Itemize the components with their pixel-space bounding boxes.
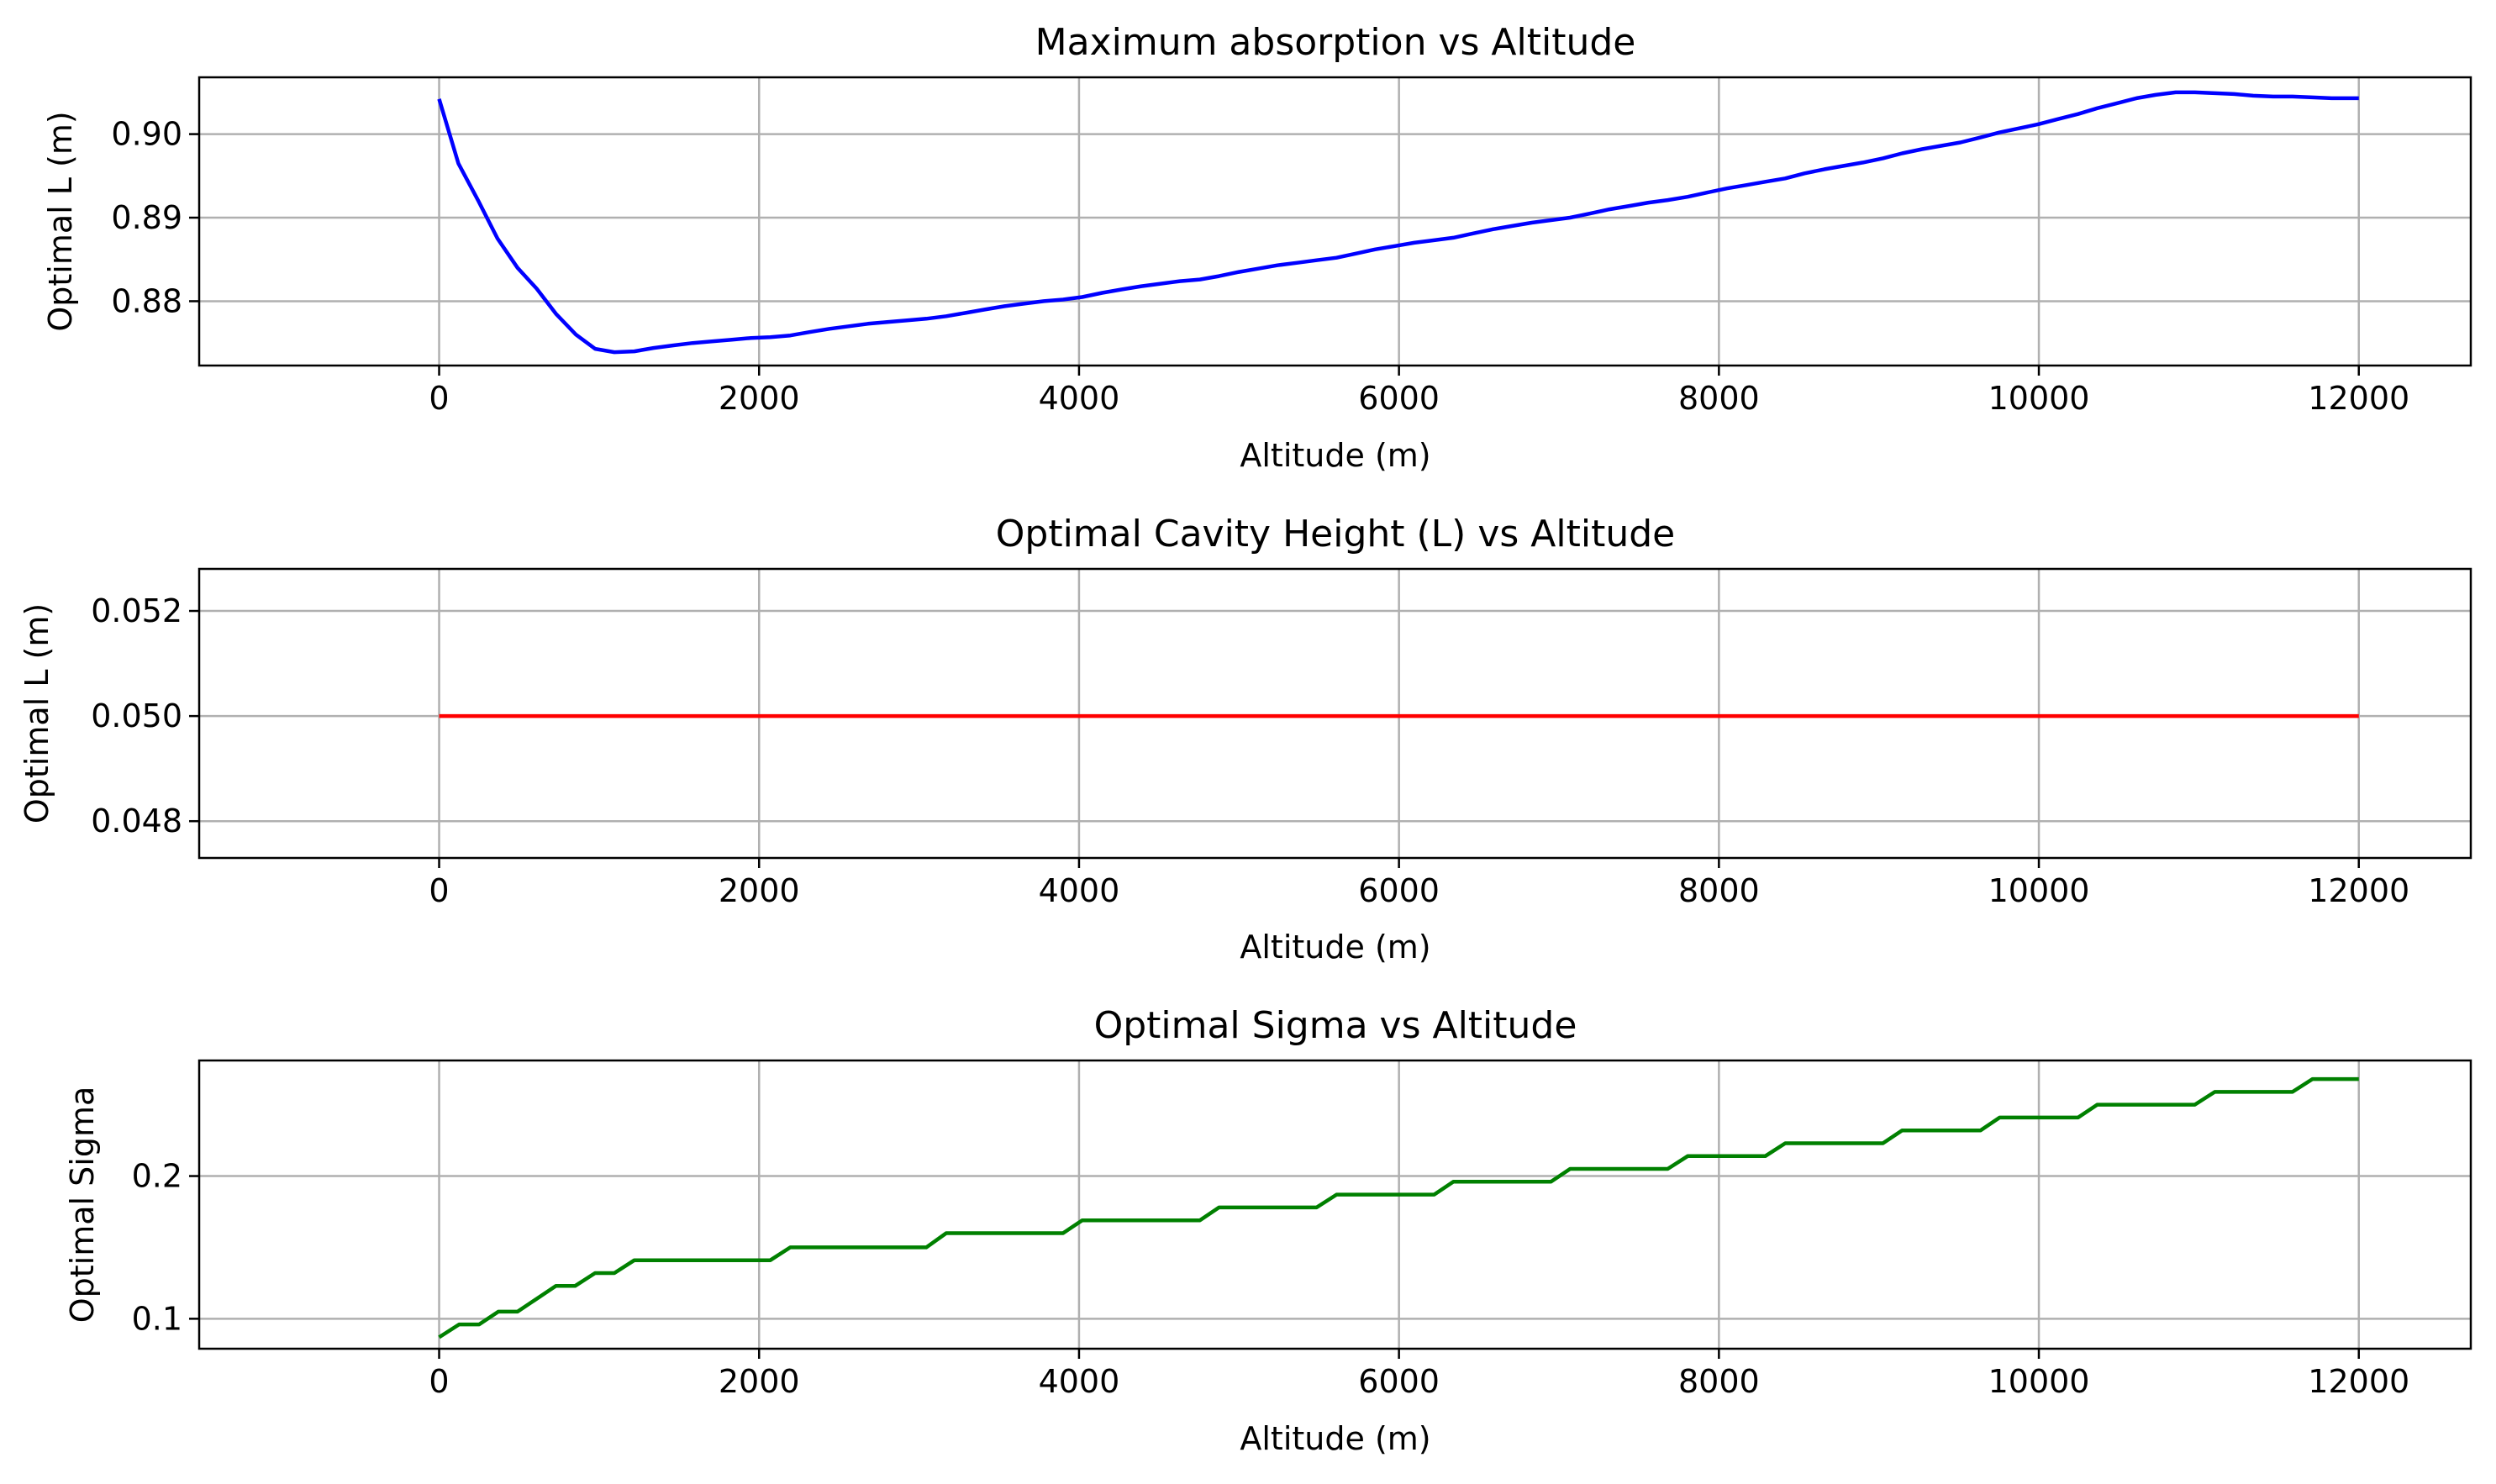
y-tick-label: 0.048 [91, 803, 182, 839]
x-tick-label: 12000 [2308, 872, 2409, 909]
y-tick-label: 0.89 [111, 199, 182, 236]
x-tick-label: 6000 [1358, 872, 1440, 909]
x-tick-label: 10000 [1988, 872, 2090, 909]
x-tick-label: 0 [429, 380, 449, 417]
x-tick-label: 0 [429, 872, 449, 909]
y-axis-label: Optimal L (m) [18, 603, 55, 824]
y-axis-label: Optimal Sigma [64, 1087, 101, 1323]
y-tick-label: 0.050 [91, 697, 182, 734]
x-tick-label: 6000 [1358, 380, 1440, 417]
x-tick-label: 8000 [1678, 872, 1760, 909]
chart-title: Maximum absorption vs Altitude [1035, 21, 1636, 64]
chart-title: Optimal Cavity Height (L) vs Altitude [996, 513, 1675, 555]
x-tick-label: 0 [429, 1363, 449, 1400]
series-line [437, 90, 2359, 355]
x-axis-label: Altitude (m) [1240, 929, 1430, 966]
x-tick-label: 10000 [1988, 380, 2090, 417]
y-axis-label: Optimal L (m) [42, 111, 79, 331]
x-tick-label: 2000 [719, 380, 800, 417]
x-tick-label: 12000 [2308, 380, 2409, 417]
x-tick-label: 8000 [1678, 1363, 1760, 1400]
x-tick-label: 4000 [1039, 380, 1120, 417]
x-axis-label: Altitude (m) [1240, 1420, 1430, 1457]
x-axis-label: Altitude (m) [1240, 437, 1430, 474]
plot-frame [197, 76, 2472, 367]
x-tick-label: 8000 [1678, 380, 1760, 417]
y-tick-label: 0.90 [111, 116, 182, 153]
x-tick-label: 2000 [719, 872, 800, 909]
plot-frame [197, 1059, 2472, 1350]
plot-frame [197, 567, 2472, 860]
x-tick-label: 12000 [2308, 1363, 2409, 1400]
y-tick-label: 0.88 [111, 282, 182, 319]
x-tick-label: 10000 [1988, 1363, 2090, 1400]
y-tick-label: 0.1 [132, 1300, 182, 1337]
x-tick-label: 2000 [719, 1363, 800, 1400]
subplot-absorption: Maximum absorption vs Altitude 0 2000 4000… [42, 21, 2472, 474]
x-tick-label: 4000 [1039, 1363, 1120, 1400]
subplot-cavity-height: Optimal Cavity Height (L) vs Altitude 0 2… [18, 513, 2472, 966]
y-tick-label: 0.052 [91, 592, 182, 629]
series-line [438, 1076, 2359, 1339]
subplot-sigma: Optimal Sigma vs Altitude 0 2000 4000 6000 8… [64, 1004, 2472, 1457]
y-tick-label: 0.2 [132, 1158, 182, 1195]
x-tick-label: 6000 [1358, 1363, 1440, 1400]
chart-title: Optimal Sigma vs Altitude [1094, 1004, 1577, 1047]
x-tick-label: 4000 [1039, 872, 1120, 909]
